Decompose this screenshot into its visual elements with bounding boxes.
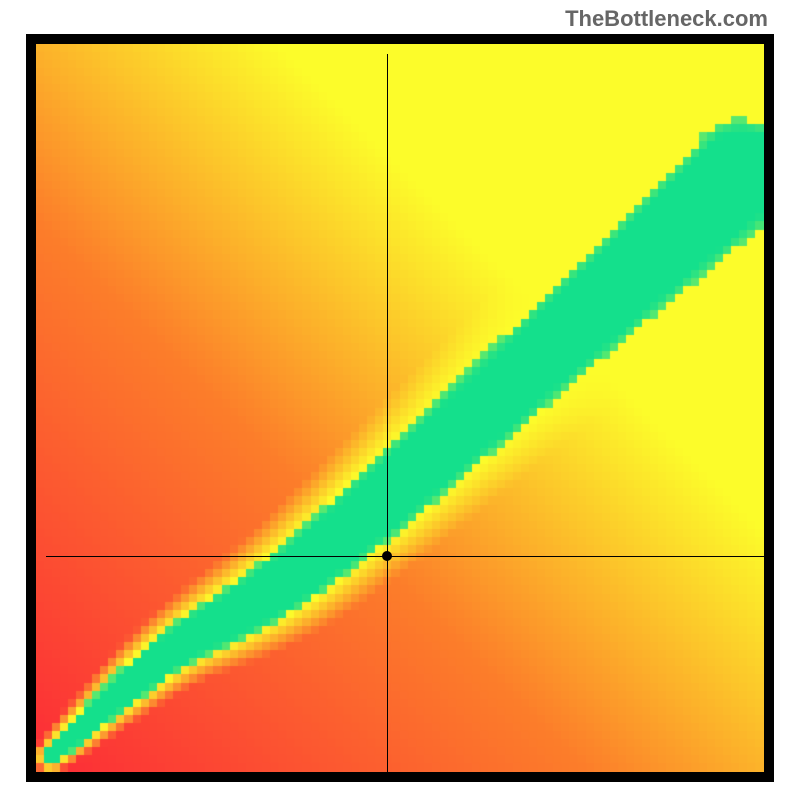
watermark-text: TheBottleneck.com: [565, 6, 768, 32]
chart-container: TheBottleneck.com: [0, 0, 800, 800]
heatmap-canvas: [36, 44, 764, 772]
plot-frame: [26, 34, 774, 782]
